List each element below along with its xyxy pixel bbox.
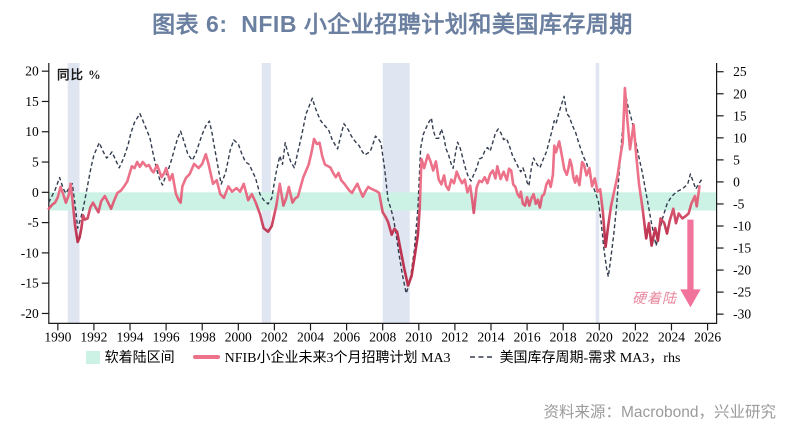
- right-axis-tick-label: -25: [733, 285, 751, 300]
- x-axis-tick-label: 1996: [153, 329, 180, 344]
- right-axis-tick-label: 10: [733, 130, 747, 145]
- right-axis-tick-label: -20: [733, 263, 751, 278]
- right-axis-tick-label: -15: [733, 241, 751, 256]
- legend-label: NFIB小企业未来3个月招聘计划 MA3: [224, 351, 451, 366]
- x-axis-tick-label: 2016: [514, 329, 541, 344]
- right-axis-tick-label: -30: [733, 307, 751, 322]
- x-axis-tick-label: 2024: [658, 329, 685, 344]
- series-inventory-cycle-line: [48, 93, 703, 295]
- left-axis-tick-label: 5: [32, 155, 39, 170]
- hard-landing-annotation: 硬着陆: [632, 292, 677, 307]
- x-axis-tick-label: 2012: [441, 329, 468, 344]
- source-note: 资料来源：Macrobond，兴业研究: [543, 404, 776, 421]
- x-axis-tick-label: 2004: [297, 329, 324, 344]
- left-axis-tick-label: -15: [21, 276, 39, 291]
- legend-item-soft-landing-band: 软着陆区间: [85, 347, 175, 367]
- legend-label: 软着陆区间: [104, 351, 175, 366]
- x-axis-tick-label: 2026: [694, 329, 721, 344]
- x-axis-tick-label: 2000: [225, 329, 252, 344]
- x-axis-tick-label: 2022: [622, 329, 649, 344]
- chart-legend: 软着陆区间 NFIB小企业未来3个月招聘计划 MA3 美国库存周期-需求 MA3…: [49, 347, 717, 367]
- left-axis-tick-label: -20: [21, 306, 39, 321]
- x-axis-tick-label: 1990: [44, 329, 71, 344]
- right-axis-tick-label: 0: [733, 174, 740, 189]
- right-axis-tick-label: 20: [733, 86, 747, 101]
- soft-landing-band-swatch-icon: [85, 350, 100, 364]
- x-axis-tick-label: 2008: [369, 329, 396, 344]
- legend-item-inventory-line: 美国库存周期-需求 MA3，rhs: [469, 347, 681, 367]
- dashed-line-swatch-icon: [469, 356, 494, 358]
- chart-title: 图表 6: NFIB 小企业招聘计划和美国库存周期: [152, 11, 633, 37]
- right-axis-tick-label: 25: [733, 64, 747, 79]
- left-axis-tick-label: 20: [25, 64, 39, 79]
- left-axis-tick-label: 0: [32, 185, 39, 200]
- legend-label: 美国库存周期-需求 MA3，rhs: [499, 351, 681, 366]
- x-axis-tick-label: 1998: [189, 329, 216, 344]
- soft-landing-band: [48, 192, 717, 211]
- x-axis-tick-label: 2018: [550, 329, 577, 344]
- hard-landing-arrow-icon: [680, 219, 701, 308]
- x-axis-tick-label: 1994: [117, 329, 144, 344]
- legend-item-nfib-line: NFIB小企业未来3个月招聘计划 MA3: [192, 347, 451, 367]
- x-axis-tick-label: 2020: [586, 329, 613, 344]
- left-axis-tick-label: -10: [21, 245, 39, 260]
- right-axis-tick-label: 5: [733, 152, 740, 167]
- x-axis-tick-label: 2010: [405, 329, 432, 344]
- x-axis-tick-label: 2014: [477, 329, 504, 344]
- series-nfib-hiring-plans-line: [47, 86, 701, 287]
- left-axis-unit-label: 同比 %: [57, 68, 102, 82]
- x-axis-tick-label: 2002: [261, 329, 288, 344]
- x-axis-tick-label: 2006: [333, 329, 360, 344]
- right-axis-tick-label: -5: [733, 196, 744, 211]
- x-axis-tick-label: 1992: [80, 329, 107, 344]
- left-axis-tick-label: 10: [25, 124, 39, 139]
- nfib-line-swatch-icon: [192, 355, 220, 359]
- left-axis-tick-label: 15: [25, 94, 39, 109]
- left-axis-tick-label: -5: [28, 215, 39, 230]
- right-axis-tick-label: -10: [733, 218, 751, 233]
- right-axis-tick-label: 15: [733, 108, 747, 123]
